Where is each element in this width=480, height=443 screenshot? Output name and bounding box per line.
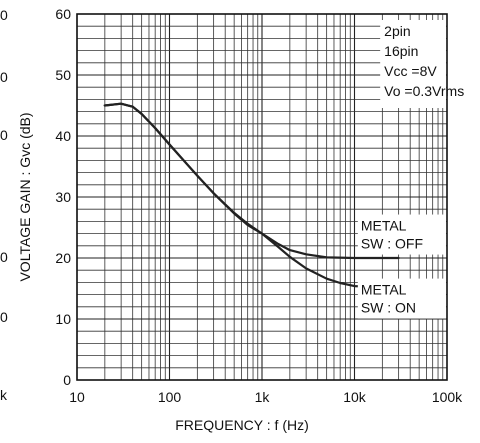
clipped-left-label: k — [0, 387, 8, 403]
series-label: SW : OFF — [361, 236, 423, 252]
x-tick-label: 10 — [69, 389, 85, 405]
clipped-left-label: 0 — [0, 7, 8, 23]
condition-label: Vo =0.3Vrms — [384, 83, 464, 99]
y-tick-label: 50 — [55, 67, 71, 83]
x-tick-label: 100 — [158, 389, 182, 405]
conditions-box — [380, 20, 446, 108]
plot-frame — [76, 13, 448, 381]
condition-label: 2pin — [384, 23, 410, 39]
y-tick-label: 40 — [55, 128, 71, 144]
y-tick-labels: 0 10 20 30 40 50 60 — [55, 6, 71, 388]
y-tick-label: 0 — [63, 372, 71, 388]
series-line-metal-sw-on — [103, 102, 400, 289]
series-label-box — [357, 278, 446, 319]
clipped-left-labels: 0 0 0 0 0 k — [0, 7, 8, 403]
condition-label: 16pin — [384, 43, 418, 59]
x-axis-title: FREQUENCY : f (Hz) — [175, 417, 309, 433]
annotations: 2pin 16pin Vcc =8V Vo =0.3Vrms METAL SW : OFF… — [357, 20, 464, 319]
series-label-box — [357, 214, 446, 255]
clipped-left-label: 0 — [0, 249, 8, 265]
y-tick-label: 30 — [55, 189, 71, 205]
x-tick-label: 100k — [432, 389, 463, 405]
x-tick-label: 1k — [255, 389, 271, 405]
y-tick-label: 10 — [55, 311, 71, 327]
curves — [103, 102, 400, 289]
series-label: METAL — [361, 218, 407, 234]
series-label: METAL — [361, 282, 407, 298]
y-axis-title: VOLTAGE GAIN : Gvc (dB) — [17, 112, 33, 281]
series-label: SW : ON — [361, 300, 416, 316]
y-tick-label: 20 — [55, 250, 71, 266]
clipped-left-label: 0 — [0, 69, 8, 85]
x-tick-label: 10k — [343, 389, 367, 405]
clipped-left-label: 0 — [0, 309, 8, 325]
y-tick-label: 60 — [55, 6, 71, 22]
x-tick-labels: 10 100 1k 10k 100k — [69, 389, 463, 405]
condition-label: Vcc =8V — [384, 63, 437, 79]
clipped-left-label: 0 — [0, 127, 8, 143]
